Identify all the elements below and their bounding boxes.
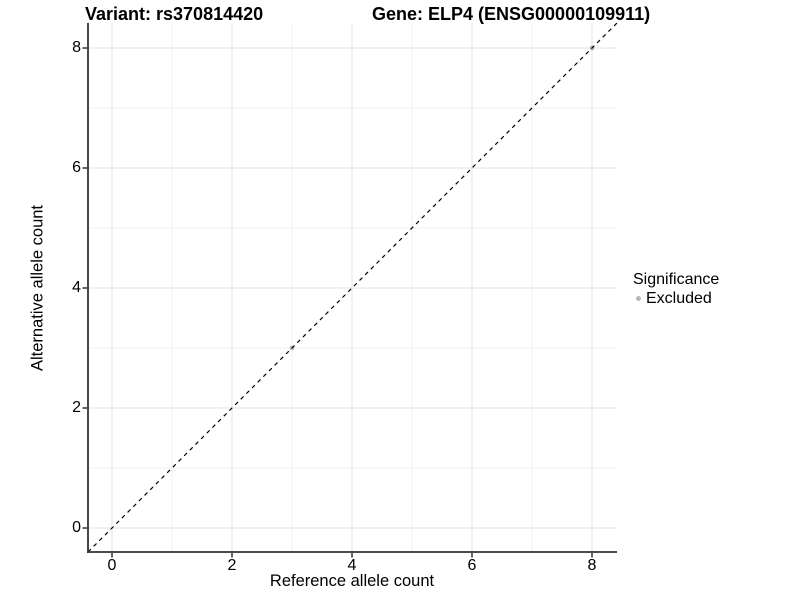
plot-title-variant: Variant: rs370814420 (85, 4, 264, 24)
x-tick-label: 4 (347, 557, 357, 574)
x-tick-label: 2 (227, 557, 237, 574)
x-tick-label: 0 (107, 557, 117, 574)
x-axis-title: Reference allele count (269, 572, 435, 590)
y-tick-label: 0 (72, 519, 81, 536)
y-tick-label: 2 (72, 399, 81, 416)
x-tick-label: 8 (587, 557, 597, 574)
legend: Significance Excluded (633, 270, 719, 308)
y-tick-label: 8 (72, 39, 81, 56)
legend-item: Excluded (633, 289, 719, 308)
y-axis-title: Alternative allele count (28, 204, 47, 372)
circle-icon (636, 296, 641, 301)
legend-title: Significance (633, 271, 720, 288)
x-tick-label: 6 (467, 557, 477, 574)
plot-title-gene: Gene: ELP4 (ENSG00000109911) (372, 4, 651, 24)
legend-item-label: Excluded (646, 290, 712, 307)
y-tick-label: 6 (72, 159, 81, 176)
legend-items: Excluded (633, 289, 719, 308)
y-tick-label: 4 (72, 279, 81, 296)
